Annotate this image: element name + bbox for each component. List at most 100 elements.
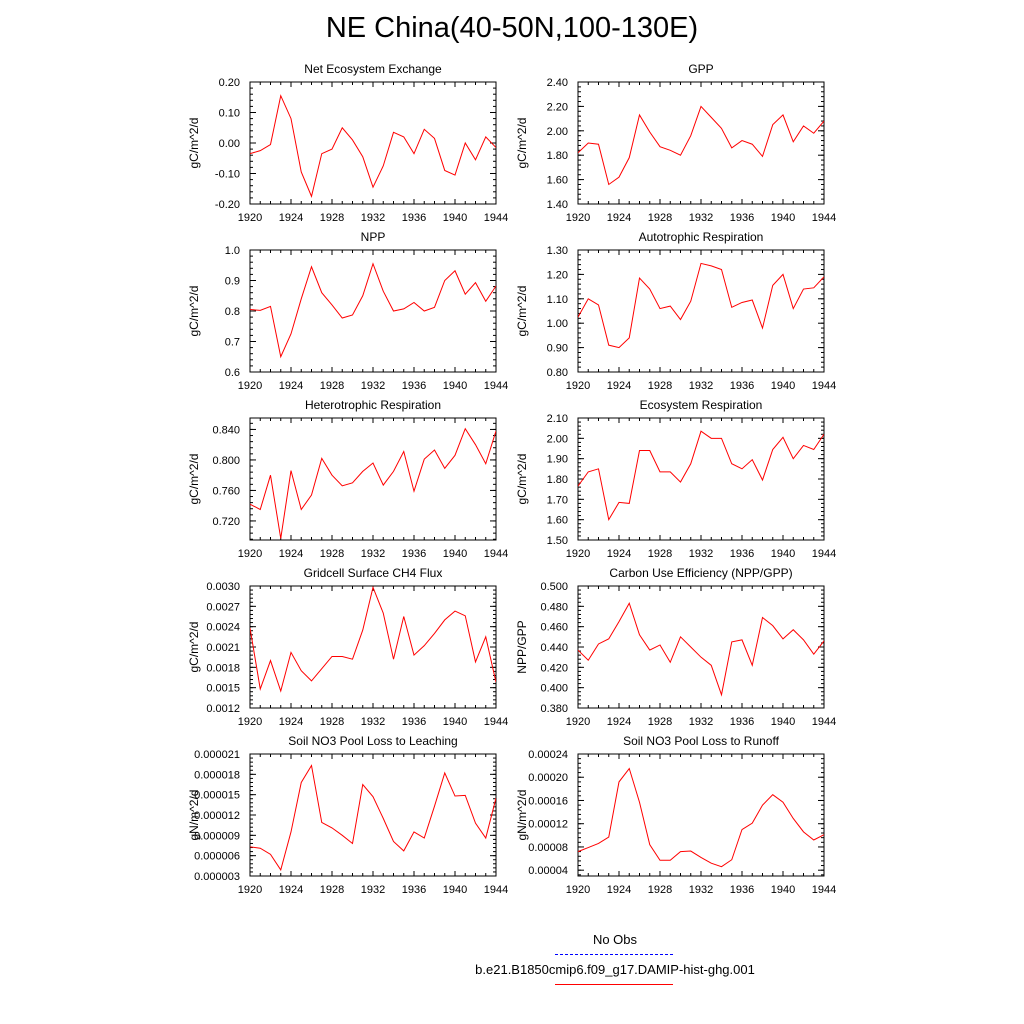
plot-frame bbox=[577, 81, 825, 205]
x-tick-label: 1920 bbox=[566, 716, 590, 728]
y-tick-label: 0.00016 bbox=[528, 795, 568, 807]
x-tick-label: 1940 bbox=[771, 380, 795, 392]
y-tick-label: 0.0030 bbox=[206, 581, 240, 593]
x-tick-label: 1928 bbox=[320, 716, 344, 728]
panel-7: Carbon Use Efficiency (NPP/GPP) NPP/GPP 19… bbox=[515, 566, 836, 728]
panel-title: Net Ecosystem Exchange bbox=[304, 62, 442, 76]
figure-title: NE China(40-50N,100-130E) bbox=[325, 12, 699, 44]
y-tick-label: 0.00 bbox=[219, 138, 240, 150]
y-tick-label: -0.10 bbox=[215, 169, 240, 181]
y-tick-label: 0.000018 bbox=[194, 769, 240, 781]
y-tick-label: 0.0018 bbox=[206, 662, 240, 674]
x-tick-label: 1928 bbox=[320, 212, 344, 224]
x-tick-label: 1924 bbox=[279, 548, 303, 560]
y-tick-label: 1.60 bbox=[547, 175, 568, 187]
panel-4: Heterotrophic Respiration gC/m^2/d 1920 192… bbox=[187, 398, 508, 560]
x-tick-label: 1932 bbox=[361, 548, 385, 560]
panel-title: Ecosystem Respiration bbox=[640, 398, 763, 412]
x-tick-label: 1932 bbox=[689, 884, 713, 896]
x-tick-label: 1920 bbox=[238, 380, 262, 392]
panel-8: Soil NO3 Pool Loss to Leaching gN/m^2/d 19… bbox=[187, 734, 508, 896]
panel-title: NPP bbox=[361, 230, 386, 244]
y-tick-label: 0.7 bbox=[225, 337, 240, 349]
y-axis-label: gC/m^2/d bbox=[515, 286, 529, 337]
y-tick-label: 0.0024 bbox=[206, 622, 240, 634]
y-tick-label: 0.400 bbox=[540, 683, 568, 695]
panel-title: Heterotrophic Respiration bbox=[305, 398, 441, 412]
plot-frame bbox=[577, 585, 825, 709]
y-tick-label: 0.000006 bbox=[194, 851, 240, 863]
x-tick-label: 1928 bbox=[320, 380, 344, 392]
legend-model-label: b.e21.B1850cmip6.f09_g17.DAMIP-hist-ghg.… bbox=[475, 962, 755, 977]
y-axis-label: gC/m^2/d bbox=[515, 118, 529, 169]
y-tick-label: 0.840 bbox=[212, 424, 240, 436]
y-tick-label: 0.500 bbox=[540, 581, 568, 593]
series-line bbox=[578, 105, 824, 186]
x-tick-label: 1932 bbox=[361, 380, 385, 392]
x-tick-label: 1936 bbox=[402, 548, 426, 560]
x-tick-label: 1944 bbox=[812, 884, 836, 896]
y-tick-label: 1.80 bbox=[547, 474, 568, 486]
x-tick-label: 1924 bbox=[279, 212, 303, 224]
y-tick-label: 2.20 bbox=[547, 101, 568, 113]
y-tick-label: 1.20 bbox=[547, 269, 568, 281]
x-tick-label: 1920 bbox=[566, 212, 590, 224]
x-tick-label: 1920 bbox=[238, 716, 262, 728]
x-tick-label: 1936 bbox=[730, 716, 754, 728]
y-tick-label: 0.000021 bbox=[194, 749, 240, 761]
series-line bbox=[578, 602, 824, 697]
x-tick-label: 1936 bbox=[402, 884, 426, 896]
y-tick-label: 0.800 bbox=[212, 455, 240, 467]
y-tick-label: 0.720 bbox=[212, 516, 240, 528]
y-tick-label: 1.80 bbox=[547, 150, 568, 162]
plot-frame bbox=[249, 585, 497, 709]
x-tick-label: 1940 bbox=[771, 548, 795, 560]
series-line bbox=[250, 262, 496, 359]
y-axis-label: NPP/GPP bbox=[515, 620, 529, 673]
panel-2: NPP gC/m^2/d 1920 1924 1928 1932 1936 1940 1944 0… bbox=[187, 230, 508, 392]
y-tick-label: 0.380 bbox=[540, 703, 568, 715]
x-tick-label: 1944 bbox=[484, 884, 508, 896]
y-tick-label: 1.70 bbox=[547, 494, 568, 506]
x-tick-label: 1924 bbox=[279, 716, 303, 728]
y-tick-label: 2.00 bbox=[547, 433, 568, 445]
x-tick-label: 1924 bbox=[607, 884, 631, 896]
y-tick-label: 0.000012 bbox=[194, 810, 240, 822]
y-axis-label: gC/m^2/d bbox=[187, 118, 201, 169]
panel-title: Autotrophic Respiration bbox=[639, 230, 764, 244]
legend-obs-label: No Obs bbox=[592, 932, 638, 947]
y-tick-label: 0.9 bbox=[225, 276, 240, 288]
x-tick-label: 1928 bbox=[648, 380, 672, 392]
y-tick-label: 1.10 bbox=[547, 294, 568, 306]
panel-title: Soil NO3 Pool Loss to Runoff bbox=[623, 734, 780, 748]
x-tick-label: 1928 bbox=[320, 884, 344, 896]
y-tick-label: 0.000003 bbox=[194, 871, 240, 883]
x-tick-label: 1932 bbox=[361, 716, 385, 728]
y-tick-label: 0.00012 bbox=[528, 819, 568, 831]
legend: No Obs b.e21.B1850cmip6.f09_g17.DAMIP-hi… bbox=[440, 930, 790, 1000]
y-axis-label: gC/m^2/d bbox=[187, 622, 201, 673]
y-tick-label: 0.00004 bbox=[528, 865, 568, 877]
x-tick-label: 1936 bbox=[730, 548, 754, 560]
x-tick-label: 1944 bbox=[484, 380, 508, 392]
y-tick-label: 0.20 bbox=[219, 77, 240, 89]
y-tick-label: 0.480 bbox=[540, 601, 568, 613]
x-tick-label: 1940 bbox=[771, 884, 795, 896]
y-tick-label: 1.90 bbox=[547, 454, 568, 466]
x-tick-label: 1920 bbox=[238, 212, 262, 224]
x-tick-label: 1924 bbox=[279, 380, 303, 392]
x-tick-label: 1924 bbox=[607, 716, 631, 728]
y-tick-label: 0.460 bbox=[540, 622, 568, 634]
panel-3: Autotrophic Respiration gC/m^2/d 1920 1924 1… bbox=[515, 230, 836, 392]
x-tick-label: 1940 bbox=[443, 884, 467, 896]
y-tick-label: 0.00024 bbox=[528, 749, 568, 761]
y-axis-label: gC/m^2/d bbox=[187, 454, 201, 505]
y-tick-label: 0.000009 bbox=[194, 830, 240, 842]
x-tick-label: 1932 bbox=[689, 548, 713, 560]
y-tick-label: 1.60 bbox=[547, 515, 568, 527]
series-line bbox=[250, 764, 496, 872]
plot-frame bbox=[249, 249, 497, 373]
x-tick-label: 1932 bbox=[689, 212, 713, 224]
series-line bbox=[578, 430, 824, 522]
